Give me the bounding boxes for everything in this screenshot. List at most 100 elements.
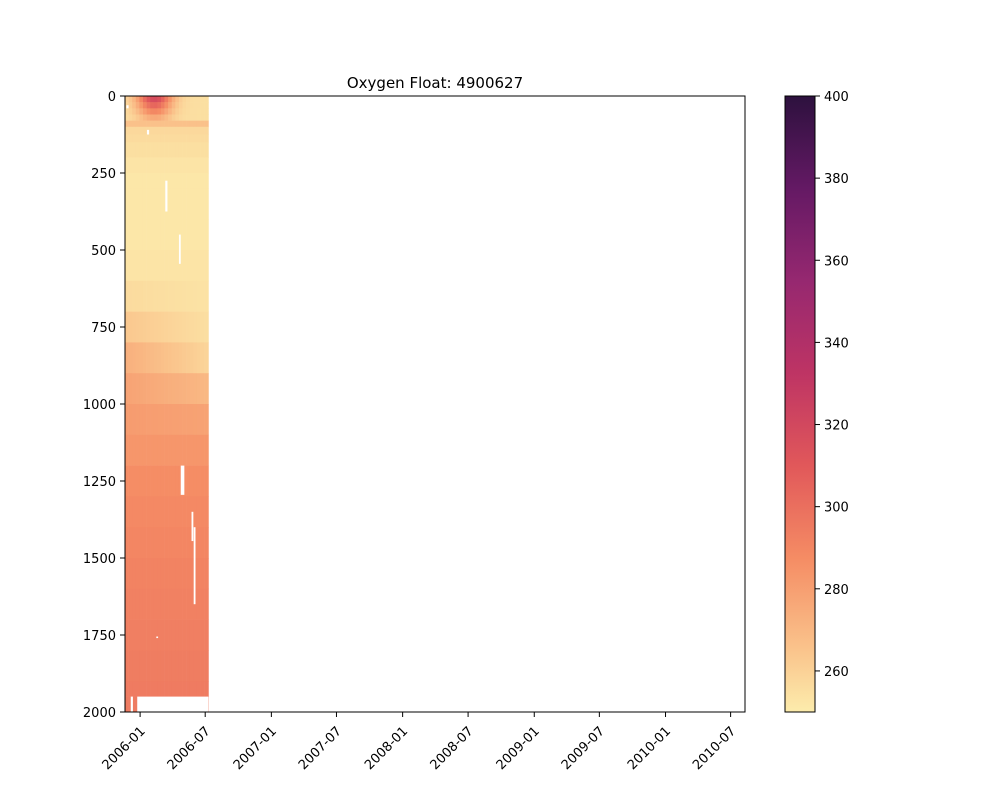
heatmap-cell	[189, 188, 194, 220]
heatmap-cell	[128, 188, 133, 220]
heatmap-cell	[150, 558, 155, 590]
heatmap-cell	[204, 311, 209, 343]
heatmap-cell	[139, 527, 144, 559]
heatmap-cell	[196, 404, 201, 436]
heatmap-cell	[204, 373, 209, 405]
missing-data-cell	[165, 180, 168, 212]
heatmap-cell	[171, 465, 176, 497]
heatmap-cell	[168, 120, 173, 128]
heatmap-cell	[168, 142, 173, 158]
heatmap-cell	[196, 588, 201, 620]
heatmap-cell	[146, 373, 151, 405]
heatmap-cell	[146, 114, 151, 121]
heatmap-cell	[196, 311, 201, 343]
heatmap-cell	[164, 465, 169, 497]
heatmap-cell	[178, 96, 183, 103]
heatmap-cell	[200, 120, 205, 128]
colorbar-tick-label: 300	[824, 501, 849, 516]
heatmap-cell	[182, 120, 187, 128]
heatmap-cell	[182, 134, 187, 143]
heatmap-cell	[125, 404, 129, 436]
heatmap-cell	[175, 404, 180, 436]
heatmap-cell	[153, 250, 158, 282]
heatmap-cell	[132, 120, 137, 128]
heatmap-cell	[175, 134, 180, 143]
heatmap-cell	[132, 496, 137, 528]
heatmap-cell	[128, 120, 133, 128]
heatmap-cell	[125, 527, 129, 559]
heatmap-cell	[150, 188, 155, 220]
heatmap-cell	[178, 102, 183, 109]
heatmap-cell	[200, 173, 205, 189]
heatmap-cell	[125, 157, 129, 174]
heatmap-cell	[135, 496, 140, 528]
heatmap-cell	[189, 280, 194, 312]
heatmap-cell	[135, 280, 140, 312]
heatmap-cell	[125, 120, 129, 128]
heatmap-cell	[132, 96, 137, 103]
heatmap-cell	[175, 102, 180, 109]
heatmap-cell	[128, 681, 133, 697]
heatmap-cell	[164, 619, 169, 651]
heatmap-cell	[182, 373, 187, 405]
heatmap-cell	[204, 619, 209, 651]
heatmap-cell	[178, 120, 183, 128]
heatmap-cell	[171, 373, 176, 405]
heatmap-cell	[132, 342, 137, 374]
heatmap-cell	[175, 650, 180, 682]
heatmap-cell	[139, 114, 144, 121]
heatmap-cell	[200, 342, 205, 374]
heatmap-cell	[142, 114, 147, 121]
heatmap-cell	[171, 681, 176, 697]
heatmap-cell	[142, 681, 147, 697]
heatmap-cell	[132, 126, 137, 135]
heatmap-cell	[160, 619, 165, 651]
heatmap-cell	[128, 465, 133, 497]
heatmap-cell	[182, 588, 187, 620]
heatmap-cell	[157, 558, 162, 590]
missing-data-cell	[137, 696, 209, 712]
heatmap-cell	[182, 681, 187, 697]
heatmap-cell	[178, 157, 183, 174]
colorbar-tick-label: 380	[824, 172, 849, 187]
heatmap-cell	[157, 114, 162, 121]
heatmap-cell	[189, 126, 194, 135]
heatmap-cell	[142, 558, 147, 590]
heatmap-cell	[193, 681, 198, 697]
oxygen-heatmap	[125, 96, 209, 713]
heatmap-cell	[193, 404, 198, 436]
heatmap-cell	[186, 96, 191, 103]
heatmap-cell	[171, 588, 176, 620]
heatmap-cell	[171, 619, 176, 651]
heatmap-cell	[164, 102, 169, 109]
heatmap-cell	[125, 188, 129, 220]
heatmap-cell	[189, 373, 194, 405]
heatmap-cell	[128, 434, 133, 466]
heatmap-cell	[175, 588, 180, 620]
heatmap-cell	[178, 558, 183, 590]
heatmap-cell	[139, 558, 144, 590]
heatmap-cell	[164, 342, 169, 374]
x-tick-label: 2009-07	[559, 724, 608, 773]
heatmap-cell	[157, 342, 162, 374]
heatmap-cell	[139, 250, 144, 282]
heatmap-cell	[164, 373, 169, 405]
heatmap-cell	[139, 619, 144, 651]
heatmap-cell	[168, 650, 173, 682]
heatmap-cell	[157, 681, 162, 697]
heatmap-cell	[204, 126, 209, 135]
heatmap-cell	[200, 527, 205, 559]
heatmap-cell	[168, 126, 173, 135]
heatmap-cell	[150, 311, 155, 343]
heatmap-cell	[168, 434, 173, 466]
heatmap-cell	[178, 527, 183, 559]
heatmap-cell	[182, 619, 187, 651]
heatmap-cell	[153, 434, 158, 466]
heatmap-cell	[175, 96, 180, 103]
heatmap-cell	[182, 558, 187, 590]
heatmap-cell	[171, 188, 176, 220]
missing-data-cell	[193, 527, 196, 605]
missing-data-cell	[178, 234, 181, 264]
heatmap-cell	[168, 102, 173, 109]
